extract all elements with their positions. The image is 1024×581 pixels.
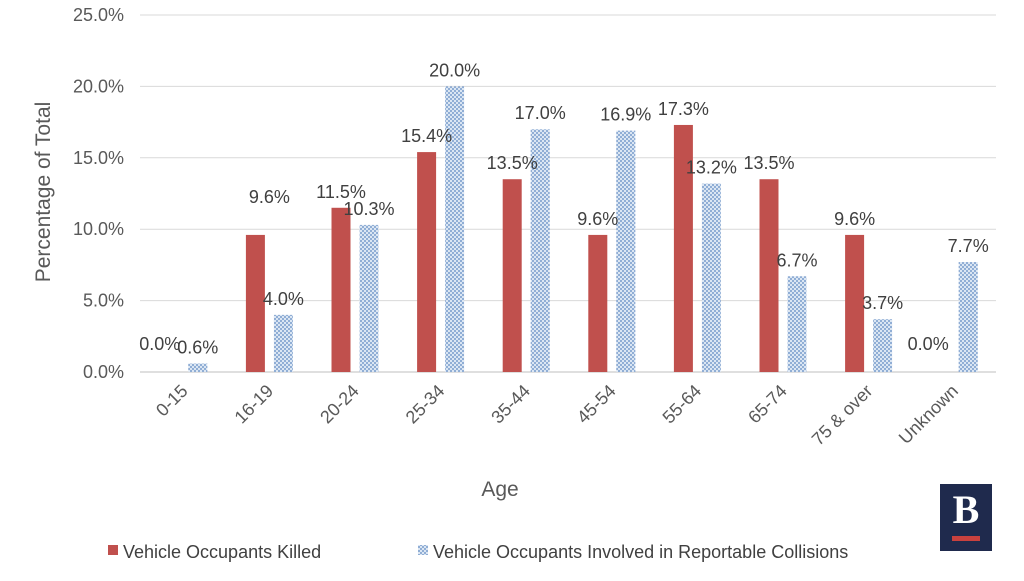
y-tick-label: 5.0% (83, 291, 124, 311)
x-tick-label: 75 & over (808, 381, 877, 450)
bar-involved (701, 183, 721, 372)
bar-involved (958, 262, 978, 372)
bar-involved (188, 363, 208, 372)
bar-involved (445, 86, 465, 373)
data-label-involved: 4.0% (263, 289, 304, 309)
y-tick-label: 15.0% (73, 148, 124, 168)
x-tick-label: 0-15 (152, 381, 192, 421)
data-label-killed: 13.5% (743, 153, 794, 173)
x-tick-label: 65-74 (744, 381, 791, 428)
data-label-killed: 17.3% (658, 99, 709, 119)
y-tick-label: 25.0% (73, 5, 124, 25)
data-labels: 0.0%0.6%9.6%4.0%11.5%10.3%15.4%20.0%13.5… (139, 60, 988, 357)
data-label-killed: 0.0% (139, 334, 180, 354)
bar-killed (331, 207, 351, 372)
y-axis-title: Percentage of Total (32, 102, 55, 283)
data-label-killed: 15.4% (401, 126, 452, 146)
bar-involved (787, 276, 807, 372)
y-axis-ticks: 0.0% 5.0% 10.0% 15.0% 20.0% 25.0% (73, 5, 124, 382)
x-tick-label: 35-44 (487, 381, 534, 428)
x-tick-label: 55-64 (659, 381, 706, 428)
bar-killed (845, 234, 865, 372)
y-tick-label: 20.0% (73, 76, 124, 96)
bar-killed (417, 152, 437, 372)
legend-label-involved: Vehicle Occupants Involved in Reportable… (433, 542, 848, 562)
logo-letter: B (952, 487, 980, 532)
data-label-involved: 20.0% (429, 60, 480, 80)
x-axis-title: Age (481, 478, 518, 501)
bar-involved (616, 130, 636, 372)
x-tick-label: 16-19 (231, 381, 278, 428)
x-tick-label: 45-54 (573, 381, 620, 428)
bar-killed (759, 179, 779, 372)
x-axis-ticks: 0-15 16-19 20-24 25-34 35-44 45-54 55-64 65-74 7… (152, 381, 962, 450)
data-label-involved: 3.7% (862, 293, 903, 313)
bar-killed (245, 234, 265, 372)
legend-swatch-involved (418, 545, 428, 555)
x-tick-label: Unknown (895, 381, 962, 448)
data-label-involved: 0.6% (177, 337, 218, 357)
bar-killed (502, 179, 522, 372)
bar-involved (873, 319, 893, 372)
data-label-involved: 13.2% (686, 158, 737, 178)
data-label-killed: 9.6% (577, 209, 618, 229)
x-tick-label: 25-34 (402, 381, 449, 428)
bar-killed (588, 234, 608, 372)
y-tick-label: 0.0% (83, 362, 124, 382)
data-label-killed: 13.5% (487, 153, 538, 173)
legend-label-killed: Vehicle Occupants Killed (123, 542, 321, 562)
bar-involved (530, 129, 550, 372)
data-label-killed: 11.5% (316, 182, 366, 202)
data-label-involved: 7.7% (948, 236, 989, 256)
data-label-involved: 16.9% (600, 105, 651, 125)
data-label-involved: 17.0% (515, 103, 566, 123)
data-label-killed: 9.6% (249, 187, 290, 207)
data-label-involved: 10.3% (343, 199, 394, 219)
legend: Vehicle Occupants Killed Vehicle Occupan… (108, 542, 848, 562)
legend-swatch-killed (108, 545, 118, 555)
data-label-killed: 0.0% (908, 334, 949, 354)
bar-involved (273, 314, 293, 372)
bar-involved (359, 224, 379, 372)
y-tick-label: 10.0% (73, 219, 124, 239)
x-tick-label: 20-24 (316, 381, 363, 428)
data-label-killed: 9.6% (834, 209, 875, 229)
brand-logo: B (940, 484, 992, 551)
logo-underline (952, 536, 980, 541)
bar-killed (673, 124, 693, 373)
data-label-involved: 6.7% (776, 250, 817, 270)
bars (188, 86, 978, 373)
